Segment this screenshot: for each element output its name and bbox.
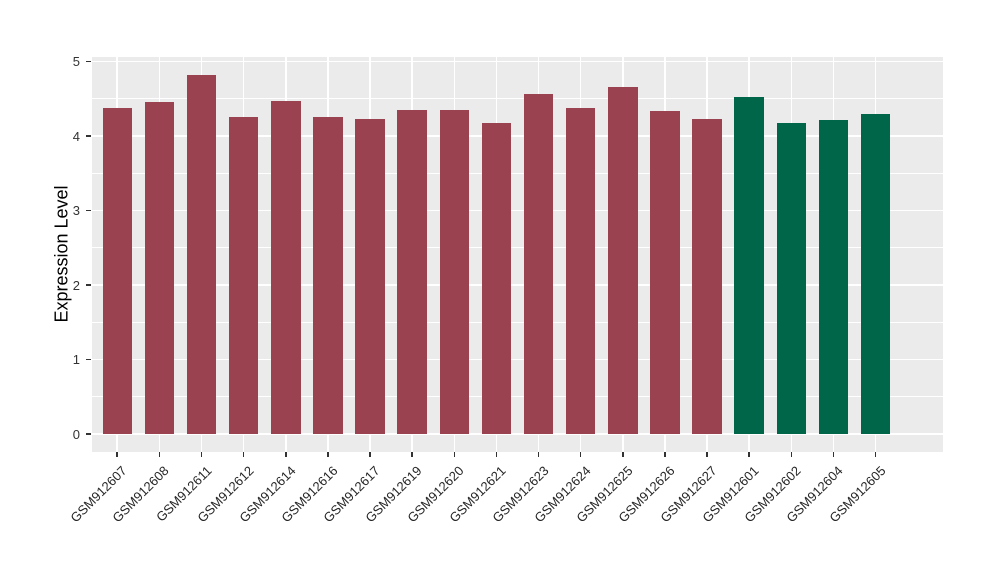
major-gridline — [92, 284, 943, 286]
x-tick-mark — [664, 452, 666, 457]
x-tick-mark — [748, 452, 750, 457]
bar-GSM912611 — [186, 74, 217, 435]
bar-GSM912604 — [818, 119, 849, 435]
bar-GSM912605 — [860, 114, 891, 435]
bar-GSM912614 — [271, 100, 301, 435]
x-tick-mark — [495, 452, 498, 457]
x-tick-mark — [832, 452, 835, 457]
y-tick-mark — [86, 135, 91, 137]
minor-gridline — [92, 396, 943, 398]
y-tick-mark — [86, 209, 91, 212]
x-tick-mark — [200, 452, 203, 457]
bar-GSM912612 — [228, 116, 259, 435]
y-tick-label: 1 — [72, 352, 80, 368]
bar-GSM912619 — [397, 109, 427, 435]
y-tick-mark — [86, 60, 91, 63]
y-tick-label: 5 — [72, 53, 80, 69]
x-tick-mark — [622, 452, 624, 457]
bar-GSM912625 — [608, 86, 638, 435]
major-gridline — [92, 358, 943, 361]
bar-GSM912621 — [481, 122, 512, 435]
y-tick-label: 3 — [72, 203, 80, 219]
major-gridline — [92, 135, 943, 137]
x-tick-mark — [790, 452, 793, 457]
x-tick-mark — [874, 452, 877, 457]
x-tick-mark — [369, 452, 371, 457]
bar-GSM912623 — [523, 94, 554, 435]
bar-GSM912607 — [102, 108, 133, 435]
bar-GSM912617 — [355, 118, 385, 435]
y-tick-mark — [86, 358, 91, 361]
bar-GSM912608 — [144, 102, 175, 435]
x-tick-mark — [158, 452, 161, 457]
x-tick-mark — [537, 452, 540, 457]
minor-gridline — [92, 98, 943, 100]
y-tick-mark — [86, 284, 91, 286]
x-tick-mark — [706, 452, 708, 457]
x-tick-mark — [411, 452, 413, 457]
x-tick-mark — [242, 452, 245, 457]
minor-gridline — [92, 321, 943, 323]
x-tick-mark — [327, 452, 329, 457]
bar-GSM912620 — [439, 109, 470, 435]
major-gridline — [92, 209, 943, 212]
bar-GSM912602 — [776, 122, 807, 435]
plot-panel — [92, 57, 943, 452]
major-gridline — [92, 433, 943, 435]
y-tick-label: 4 — [72, 128, 80, 144]
x-tick-mark — [453, 452, 456, 457]
bar-GSM912624 — [565, 107, 596, 435]
minor-gridline — [92, 172, 943, 174]
bar-GSM912616 — [313, 116, 343, 435]
y-tick-label: 0 — [72, 426, 80, 442]
x-tick-mark — [579, 452, 582, 457]
bar-GSM912601 — [734, 96, 764, 435]
x-tick-mark — [284, 452, 287, 457]
y-tick-label: 2 — [72, 277, 80, 293]
bar-GSM912627 — [692, 118, 722, 435]
y-tick-mark — [86, 433, 91, 435]
x-tick-mark — [116, 452, 119, 457]
bar-GSM912626 — [650, 110, 680, 435]
major-gridline — [92, 60, 943, 63]
minor-gridline — [92, 247, 943, 249]
